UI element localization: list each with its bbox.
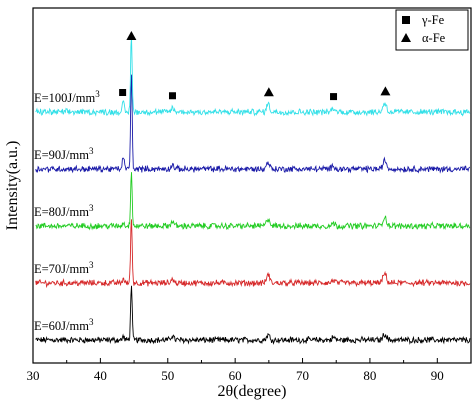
x-axis-title: 2θ(degree) [218,383,287,400]
legend-label-2: α-Fe [422,31,446,45]
legend-square-icon [402,16,410,24]
series-line-1 [35,285,471,345]
legend-box [395,9,469,51]
alpha-fe-marker-6 [380,86,391,96]
series-label-5: E=100J/mm3 [34,89,100,105]
gamma-fe-marker-3 [168,92,176,100]
series-line-5 [35,36,471,117]
legend-triangle-icon [401,33,411,42]
legend: γ-Fe α-Fe [395,9,469,51]
gamma-fe-marker-1 [119,89,127,97]
x-tick-label-50: 50 [161,368,174,383]
x-tick-label-30: 30 [27,368,40,383]
series-layer [35,36,471,345]
series-line-2 [35,219,471,289]
alpha-fe-marker-4 [263,87,274,97]
series-line-4 [35,74,470,174]
series-line-3 [35,172,471,231]
series-label-4: E=90J/mm3 [34,146,94,162]
alpha-fe-marker-2 [126,31,137,40]
x-axis-ticks: 30 40 50 60 70 80 90 [27,358,444,383]
series-label-2: E=70J/mm3 [34,260,94,276]
x-tick-label-80: 80 [363,368,376,383]
series-label-3: E=80J/mm3 [34,203,94,219]
x-tick-label-90: 90 [431,368,444,383]
plot-frame [32,7,472,364]
series-labels: E=60J/mm3 E=70J/mm3 E=80J/mm3 E=90J/mm3 E=10… [34,89,100,333]
series-label-1: E=60J/mm3 [34,317,94,333]
x-tick-label-70: 70 [296,368,309,383]
x-tick-label-40: 40 [94,368,107,383]
x-tick-label-60: 60 [229,368,242,383]
gamma-fe-marker-5 [330,93,338,101]
y-axis-title: Intensity(a.u.) [4,141,21,231]
legend-label-1: γ-Fe [421,13,445,27]
peak-markers [119,31,391,101]
